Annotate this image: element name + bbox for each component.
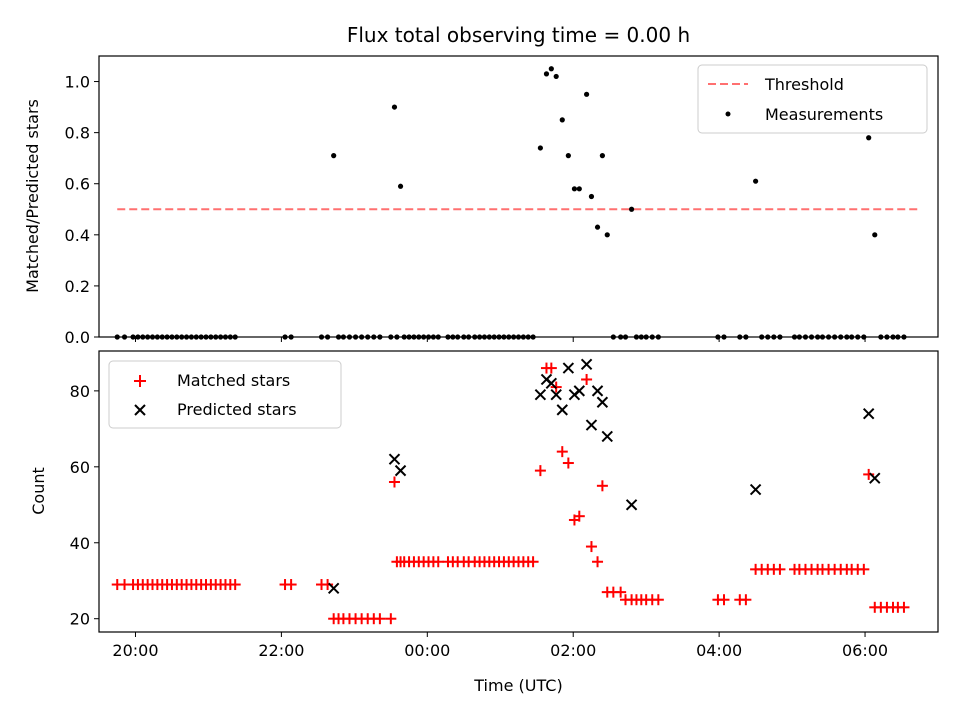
predicted-star-point [562, 362, 575, 374]
y-tick-label: 0.6 [65, 175, 90, 194]
bottom-y-axis: 20 40 60 80 [70, 382, 99, 629]
top-x-ticks [134, 337, 866, 342]
measurement-point [559, 117, 565, 123]
predicted-star-point [534, 388, 547, 401]
matched-star-point [652, 594, 664, 606]
predicted-star-point [585, 419, 598, 431]
predicted-star-point [394, 464, 407, 477]
y-tick-label: 20 [70, 610, 90, 629]
x-tick-label: 22:00 [258, 641, 304, 660]
bottom-plot-marks [111, 358, 910, 625]
matched-star-point [615, 586, 627, 598]
x-axis-label: Time (UTC) [473, 676, 562, 695]
predicted-star-point [596, 396, 609, 408]
bottom-legend: Matched stars Predicted stars [108, 360, 342, 429]
legend-predicted-swatch [134, 404, 146, 416]
measurement-point [583, 91, 590, 97]
x-tick-label: 04:00 [696, 641, 742, 660]
measurement-point [872, 232, 878, 238]
measurement-point [588, 193, 595, 200]
matched-star-point [774, 563, 786, 575]
matched-star-point [432, 556, 444, 568]
top-plot-frame [98, 55, 939, 338]
legend-measurements-label: Measurements [765, 105, 883, 124]
y-tick-label: 0.0 [65, 328, 90, 347]
measurement-point [331, 153, 337, 159]
measurement-point [391, 104, 398, 110]
predicted-star-point [556, 404, 568, 416]
matched-star-point [596, 480, 608, 492]
measurement-point [576, 186, 582, 192]
x-tick-label: 06:00 [842, 641, 888, 660]
matched-star-point [562, 457, 574, 469]
measurement-point [537, 145, 543, 151]
legend-matched-swatch [134, 375, 146, 387]
matched-star-point [592, 556, 604, 568]
measurement-point [548, 66, 554, 72]
predicted-star-point [327, 582, 340, 595]
matched-star-point [527, 556, 539, 568]
matched-star-point [581, 373, 593, 385]
matched-star-point [718, 594, 730, 606]
measurement-point [553, 73, 559, 80]
matched-star-point [898, 601, 910, 613]
measurement-point [543, 71, 550, 77]
y-tick-label: 40 [70, 534, 90, 553]
measurement-point [565, 153, 571, 159]
y-tick-label: 1.0 [65, 73, 90, 92]
predicted-star-point [601, 430, 613, 443]
bottom-plot-frame [98, 350, 939, 633]
y-tick-label: 60 [70, 458, 90, 477]
matched-star-point [285, 579, 297, 591]
matched-star-point [229, 579, 241, 591]
legend-measurements-swatch [725, 111, 731, 117]
matched-star-point [385, 613, 397, 625]
predicted-star-point [625, 499, 638, 511]
y-tick-label: 0.4 [65, 226, 90, 245]
predicted-star-point [591, 385, 604, 397]
predicted-star-point [862, 407, 875, 420]
top-y-axis: 0.0 0.2 0.4 0.6 0.8 1.0 [65, 73, 99, 347]
measurement-point [753, 178, 759, 184]
matched-star-point [374, 613, 386, 625]
matched-star-point [740, 594, 752, 606]
matched-star-point [573, 510, 585, 522]
legend-matched-label: Matched stars [177, 371, 290, 390]
top-legend: Threshold Measurements [697, 64, 928, 134]
predicted-star-point [388, 453, 401, 465]
matched-star-point [556, 446, 568, 458]
y-tick-label: 0.2 [65, 277, 90, 296]
predicted-star-point [545, 377, 558, 389]
legend-predicted-label: Predicted stars [177, 400, 297, 419]
legend-threshold-label: Threshold [764, 75, 844, 94]
bottom-y-axis-label: Count [29, 467, 48, 515]
bottom-x-axis: 20:00 22:00 00:00 02:00 04:00 06:00 [112, 632, 888, 660]
y-tick-label: 0.8 [65, 124, 90, 143]
predicted-star-point [869, 472, 881, 484]
predicted-star-point [580, 358, 593, 370]
matched-star-point [388, 476, 400, 488]
y-tick-label: 80 [70, 382, 90, 401]
x-tick-label: 00:00 [404, 641, 450, 660]
measurement-point [571, 186, 578, 192]
measurement-point [628, 206, 635, 212]
matched-star-point [585, 541, 597, 553]
measurement-point [599, 153, 606, 159]
x-tick-label: 02:00 [550, 641, 596, 660]
measurement-point [866, 135, 872, 141]
measurement-point [397, 183, 404, 189]
predicted-star-point [550, 388, 562, 401]
matched-star-point [534, 465, 546, 477]
top-y-axis-label: Matched/Predicted stars [23, 99, 42, 293]
measurement-point [594, 224, 601, 230]
top-plot-marks [114, 66, 920, 340]
measurement-point [604, 232, 610, 238]
predicted-star-point [749, 483, 762, 496]
predicted-star-point [573, 385, 586, 397]
matched-star-point [545, 362, 557, 374]
chart-title: Flux total observing time = 0.00 h [347, 23, 690, 47]
x-tick-label: 20:00 [112, 641, 158, 660]
matched-star-point [858, 563, 870, 575]
